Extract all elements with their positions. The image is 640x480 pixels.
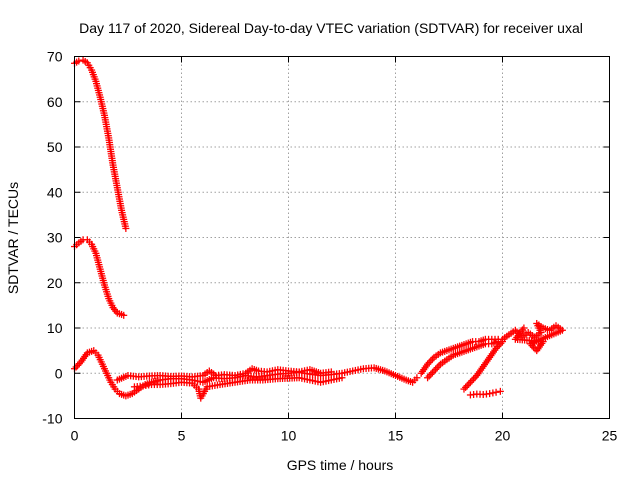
data-point [463,382,471,390]
data-point [465,380,473,388]
x-tick-label: 25 [602,428,618,444]
data-point [492,388,500,396]
data-point [72,363,80,371]
data-point [433,364,441,372]
data-point [489,389,497,397]
x-tick-label: 5 [178,428,186,444]
y-tick-label: 70 [47,49,63,65]
data-point [338,374,346,382]
data-point [413,374,421,382]
x-tick-label: 0 [71,428,79,444]
data-point [468,377,476,385]
y-axis-title: SDTVAR / TECUs [5,182,21,294]
data-point [432,365,440,373]
grid-lines [74,56,610,419]
data-point [435,362,443,370]
data-point [122,224,130,232]
y-tick-label: 40 [47,184,63,200]
data-markers [71,56,566,402]
data-point [466,378,474,386]
x-axis-ticks: 0 5 10 15 20 25 [71,56,618,444]
chart-title: Day 117 of 2020, Sidereal Day-to-day VTE… [79,20,583,36]
y-tick-label: 60 [47,94,63,110]
data-point [520,324,528,332]
y-tick-label: 10 [47,320,63,336]
data-point [427,357,435,365]
data-point [75,57,83,65]
data-point [460,385,468,393]
x-axis-title: GPS time / hours [287,457,394,473]
y-tick-label: 0 [55,365,63,381]
data-point [327,368,335,376]
data-point [427,370,435,378]
data-point [496,387,504,395]
data-point [428,355,436,363]
y-axis-ticks: -10 0 10 20 30 40 50 60 70 [42,49,610,427]
y-tick-label: -10 [42,411,62,427]
data-point [462,383,470,391]
x-tick-label: 10 [281,428,297,444]
data-point [424,374,432,382]
x-tick-label: 15 [388,428,404,444]
data-point [486,390,494,398]
data-point [120,311,128,319]
data-point [428,369,436,377]
data-point [470,375,478,383]
data-point [74,361,82,369]
y-tick-label: 50 [47,139,63,155]
y-tick-label: 30 [47,230,63,246]
x-tick-label: 20 [495,428,511,444]
y-tick-label: 20 [47,275,63,291]
